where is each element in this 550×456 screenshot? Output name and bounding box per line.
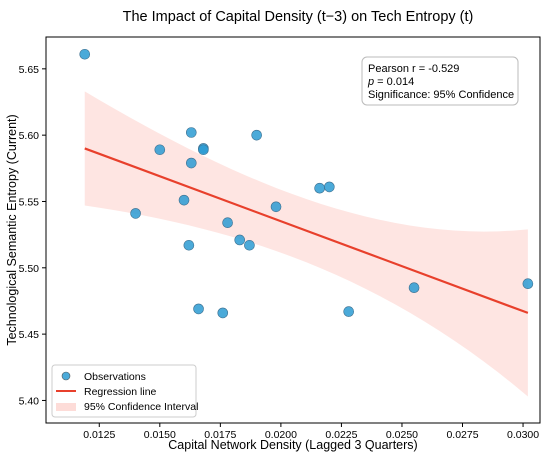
- statistics-box-background: [361, 56, 519, 106]
- observation-point: [222, 217, 233, 229]
- x-tick-label: 0.0200: [265, 429, 297, 441]
- legend-observations-marker: [61, 371, 71, 381]
- legend-observations-label: Observations: [84, 371, 146, 383]
- x-tick-label: 0.0150: [144, 429, 176, 441]
- observation-point: [217, 307, 229, 319]
- x-axis-label: Capital Network Density (Lagged 3 Quarte…: [168, 438, 417, 452]
- observation-point: [343, 306, 354, 317]
- y-tick-label: 5.50: [19, 263, 40, 275]
- plot-area-frame: [45, 36, 541, 424]
- statistics-annotation-box: Pearson r = -0.529 p = 0.014 Significanc…: [361, 56, 519, 106]
- x-tick-label: 0.0250: [386, 429, 418, 441]
- observation-point: [324, 181, 335, 193]
- observation-point: [244, 239, 255, 251]
- p-value-text: p = 0.014: [367, 76, 414, 88]
- observation-point: [185, 157, 197, 169]
- y-axis-label: Technological Semantic Entropy (Current): [5, 114, 19, 345]
- x-tick-label: 0.0225: [325, 429, 357, 441]
- observation-point: [251, 129, 262, 141]
- observation-point: [408, 282, 420, 294]
- p-value-symbol: p: [367, 76, 374, 88]
- observations-layer: [79, 48, 534, 319]
- y-tick-label: 5.40: [19, 395, 40, 407]
- legend-regression-line-label: Regression line: [84, 386, 157, 398]
- observation-point: [522, 278, 534, 290]
- observation-point: [130, 208, 141, 219]
- y-tick-label: 5.55: [19, 196, 40, 208]
- y-tick-label: 5.65: [19, 64, 40, 76]
- x-tick-label: 0.0175: [204, 429, 236, 441]
- p-value-number: = 0.014: [374, 76, 414, 88]
- pearson-r-text: Pearson r = -0.529: [368, 63, 459, 75]
- regression-line: [84, 147, 529, 314]
- observation-point: [79, 48, 91, 60]
- chart-title: The Impact of Capital Density (t−3) on T…: [123, 9, 474, 25]
- y-tick-label: 5.60: [19, 130, 40, 142]
- observation-point: [178, 194, 190, 206]
- observation-point: [314, 182, 325, 194]
- significance-text: Significance: 95% Confidence: [368, 89, 514, 101]
- x-tick-label: 0.0275: [446, 429, 478, 441]
- observation-point: [198, 144, 209, 156]
- chart-legend: Observations Regression line 95% Confide…: [51, 364, 198, 418]
- y-axis-ticks: 5.40 5.45 5.50 5.55 5.60 5.65: [19, 64, 46, 407]
- x-tick-label: 0.0300: [507, 429, 539, 441]
- x-tick-label: 0.0125: [83, 429, 115, 441]
- observation-point: [154, 144, 166, 156]
- legend-confidence-interval-marker: [56, 403, 76, 411]
- legend-confidence-interval-label: 95% Confidence Interval: [84, 401, 198, 413]
- regression-line-layer: [84, 147, 529, 314]
- confidence-band: [84, 91, 528, 397]
- observation-point: [234, 234, 246, 246]
- observation-point: [185, 127, 197, 138]
- x-axis-ticks: 0.0125 0.0150 0.0175 0.0200 0.0225 0.0250 0.02…: [83, 423, 539, 441]
- observation-point: [183, 239, 195, 251]
- confidence-band-layer: [84, 91, 528, 397]
- observation-point: [193, 303, 204, 315]
- y-tick-label: 5.45: [19, 329, 40, 341]
- observation-point: [270, 201, 282, 213]
- legend-background: [51, 364, 197, 418]
